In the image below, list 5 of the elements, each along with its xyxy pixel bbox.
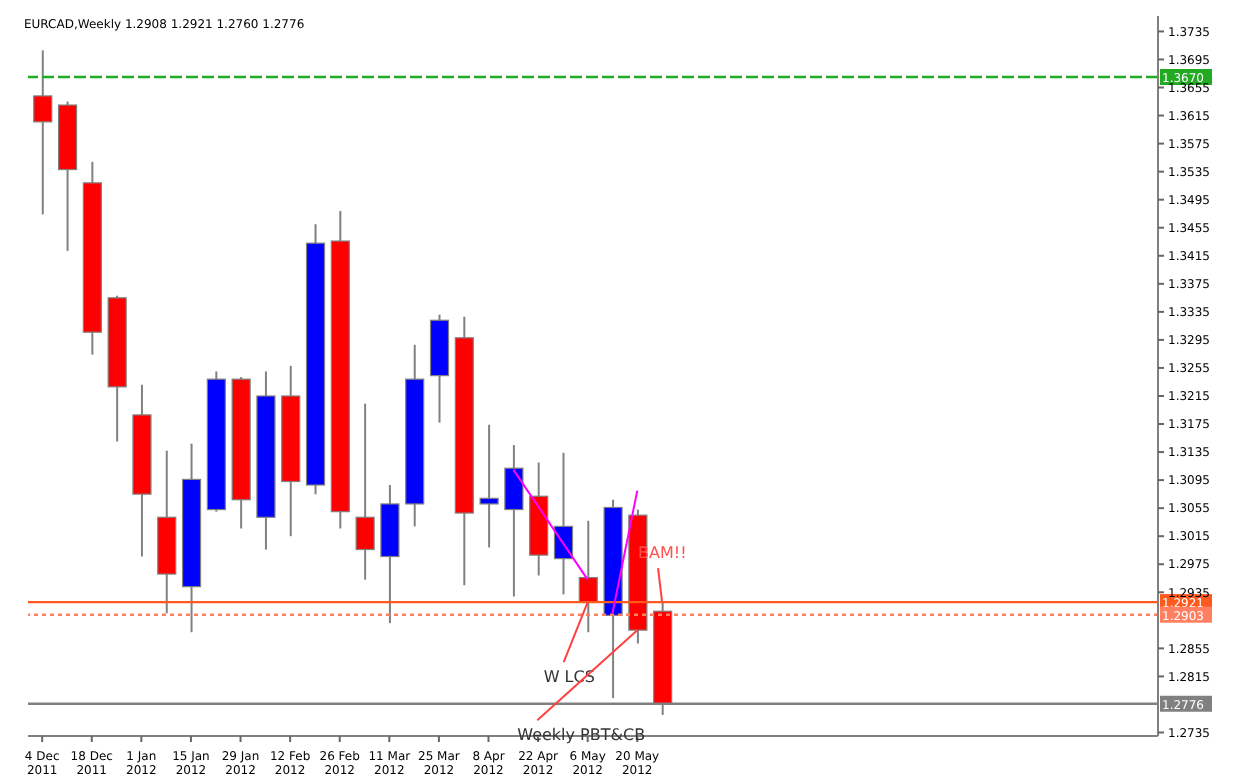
candlestick: [33, 49, 53, 216]
candlestick: [578, 519, 598, 634]
candlestick: [479, 423, 499, 549]
candlestick: [504, 444, 524, 598]
candlestick: [355, 402, 375, 581]
